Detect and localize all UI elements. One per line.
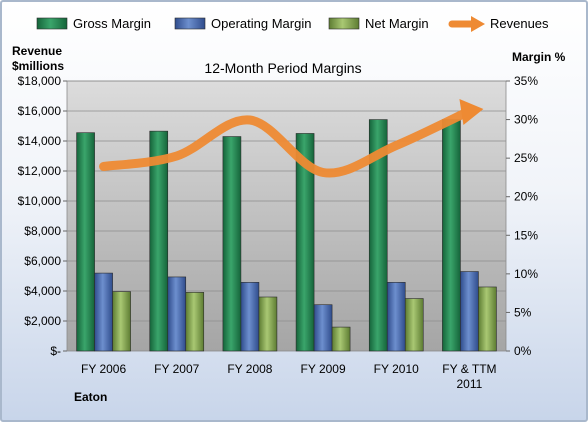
- legend: Gross Margin Operating Margin Net Margin Re…: [36, 16, 549, 32]
- gross-margin-bar: [222, 136, 242, 352]
- net-margin-bar: [185, 292, 205, 352]
- gross-margin-bar: [295, 133, 315, 352]
- chart-title: 12-Month Period Margins: [204, 60, 361, 76]
- revenue-line: [99, 106, 474, 178]
- gross-margin-bar: [442, 119, 461, 352]
- left-tick-label: $14,000: [18, 134, 62, 148]
- left-tick-label: $-: [50, 344, 61, 358]
- gross-margin-bar: [76, 132, 95, 352]
- gross-margin-legend-swatch: [36, 17, 68, 30]
- right-tick-label: 35%: [514, 74, 538, 88]
- left-tick-label: $10,000: [18, 194, 62, 208]
- operating-margin-legend-label: Operating Margin: [211, 16, 311, 31]
- right-tick-label: 20%: [514, 190, 538, 204]
- gross-margin-legend-label: Gross Margin: [73, 16, 151, 31]
- company-name: Eaton: [74, 390, 107, 404]
- operating-margin-bar: [94, 272, 113, 352]
- right-tick-label: 0%: [514, 344, 532, 358]
- net-margin-bar: [331, 326, 351, 352]
- left-tick-label: $12,000: [18, 164, 62, 178]
- right-tick-label: 25%: [514, 151, 538, 165]
- right-tick-label: 30%: [514, 113, 538, 127]
- category-label: FY 2007: [154, 362, 199, 376]
- revenues-legend-arrow: [471, 16, 485, 32]
- left-axis-label-line-2: $millions: [12, 59, 64, 73]
- left-tick-label: $8,000: [24, 224, 61, 238]
- left-tick-label: $6,000: [24, 254, 61, 268]
- bars: [76, 119, 497, 352]
- axes: $- $2,000 $4,000 $6,000 $8,000 $10,000 $12,000…: [18, 74, 539, 391]
- left-tick-label: $18,000: [18, 74, 62, 88]
- left-tick-label: $4,000: [24, 284, 61, 298]
- right-tick-label: 5%: [514, 305, 532, 319]
- operating-margin-legend-swatch: [174, 17, 206, 30]
- right-tick-label: 10%: [514, 267, 538, 281]
- left-tick-label: $2,000: [24, 314, 61, 328]
- category-label: FY 2008: [227, 362, 272, 376]
- operating-margin-bar: [240, 282, 260, 352]
- left-tick-label: $16,000: [18, 104, 62, 118]
- operating-margin-bar: [167, 276, 187, 352]
- net-margin-legend-label: Net Margin: [365, 16, 429, 31]
- category-label: FY 2009: [301, 362, 346, 376]
- left-axis-label-line-1: Revenue: [12, 44, 62, 58]
- category-label: FY & TTM 2011: [442, 362, 496, 391]
- gridlines: [67, 80, 506, 322]
- right-tick-label: 15%: [514, 228, 538, 242]
- revenue-line-layer: [99, 99, 484, 178]
- revenues-legend-label: Revenues: [490, 16, 549, 31]
- category-label: FY 2010: [374, 362, 419, 376]
- right-axis-label: Margin %: [512, 50, 566, 64]
- net-margin-legend-swatch: [328, 17, 360, 30]
- operating-margin-bar: [460, 271, 479, 352]
- category-label: FY 2006: [81, 362, 126, 376]
- operating-margin-bar: [313, 304, 333, 352]
- net-margin-bar: [258, 296, 278, 352]
- gross-margin-bar: [149, 130, 169, 352]
- net-margin-bar: [404, 298, 424, 352]
- gross-margin-bar: [368, 119, 388, 352]
- net-margin-bar: [478, 286, 497, 352]
- net-margin-bar: [112, 291, 131, 352]
- operating-margin-bar: [386, 282, 406, 352]
- revenue-arrowhead: [459, 99, 484, 125]
